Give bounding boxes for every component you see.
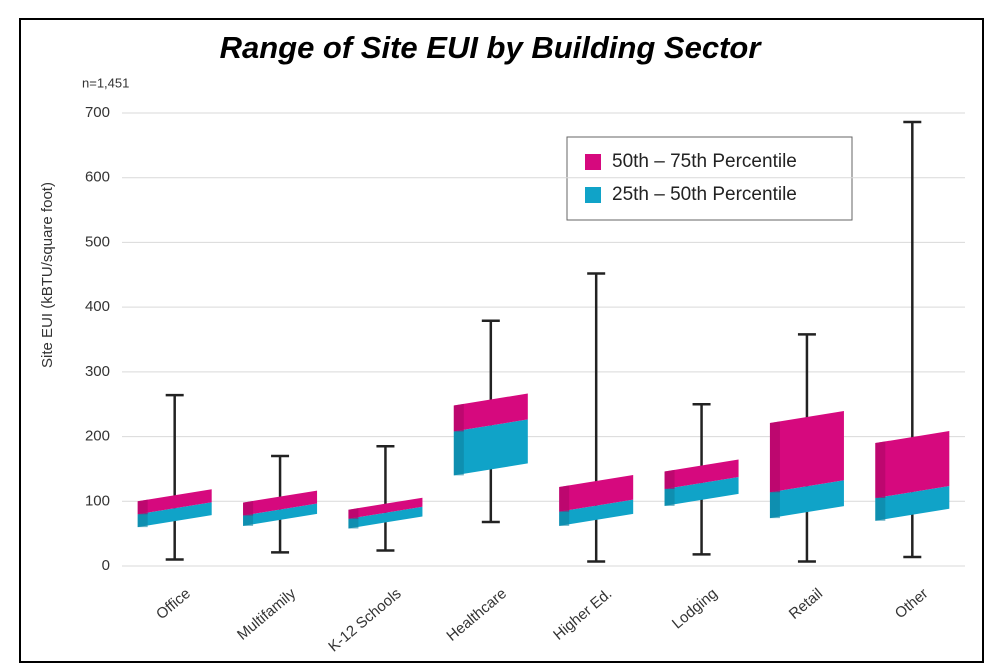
box-lower-side: [453, 429, 464, 476]
legend-label: 50th – 75th Percentile: [612, 151, 797, 172]
box-upper-side: [137, 499, 148, 515]
y-tick-label: 500: [85, 233, 110, 250]
box-lower: [559, 499, 634, 526]
box-upper-side: [453, 403, 464, 432]
box-upper-side: [348, 508, 359, 519]
box-upper-side: [559, 485, 570, 512]
x-tick-label: Higher Ed.: [550, 585, 615, 644]
box-upper: [769, 410, 844, 493]
y-tick-label: 0: [102, 557, 110, 574]
y-tick-label: 100: [85, 492, 110, 509]
box-lower: [137, 502, 212, 528]
legend-box: [566, 136, 853, 221]
annotation: n=1,451: [82, 75, 129, 90]
box-lower: [875, 486, 950, 521]
box-lower: [243, 503, 318, 526]
x-tick-label: Office: [153, 585, 194, 623]
box-upper: [559, 475, 634, 512]
box-upper: [137, 489, 212, 515]
box-upper: [664, 459, 739, 489]
box-upper-side: [664, 469, 675, 489]
y-tick-label: 700: [85, 104, 110, 121]
y-axis-label: Site EUI (kBTU/square foot): [39, 182, 56, 368]
box-upper: [453, 393, 528, 432]
box-upper: [875, 431, 950, 499]
box-lower: [453, 419, 528, 476]
y-tick-label: 400: [85, 298, 110, 315]
x-tick-label: K-12 Schools: [325, 585, 404, 655]
y-tick-label: 300: [85, 363, 110, 380]
box-lower: [769, 480, 844, 519]
box-lower-side: [875, 496, 886, 521]
box-lower: [664, 476, 739, 506]
box-lower-side: [348, 517, 359, 529]
x-tick-label: Retail: [786, 585, 826, 623]
legend-swatch: [585, 154, 601, 170]
x-tick-label: Other: [892, 585, 932, 622]
box-lower-side: [559, 510, 570, 526]
y-tick-label: 200: [85, 428, 110, 445]
box-upper-side: [769, 421, 780, 493]
box-lower-side: [243, 513, 254, 526]
legend-swatch: [585, 187, 601, 203]
frame: [19, 18, 984, 663]
legend-label: 25th – 50th Percentile: [612, 184, 797, 205]
box-lower-side: [769, 490, 780, 519]
box-upper: [243, 490, 318, 516]
box-upper-side: [875, 441, 886, 499]
box-lower: [348, 506, 423, 529]
box-upper: [348, 497, 423, 519]
x-tick-label: Lodging: [669, 585, 721, 632]
box-upper-side: [243, 500, 254, 516]
chart-title: Range of Site EUI by Building Sector: [220, 30, 763, 65]
x-tick-label: Healthcare: [443, 585, 510, 645]
x-tick-label: Multifamily: [234, 585, 300, 644]
box-lower-side: [137, 512, 148, 528]
box-lower-side: [664, 487, 675, 506]
y-tick-label: 600: [85, 169, 110, 186]
